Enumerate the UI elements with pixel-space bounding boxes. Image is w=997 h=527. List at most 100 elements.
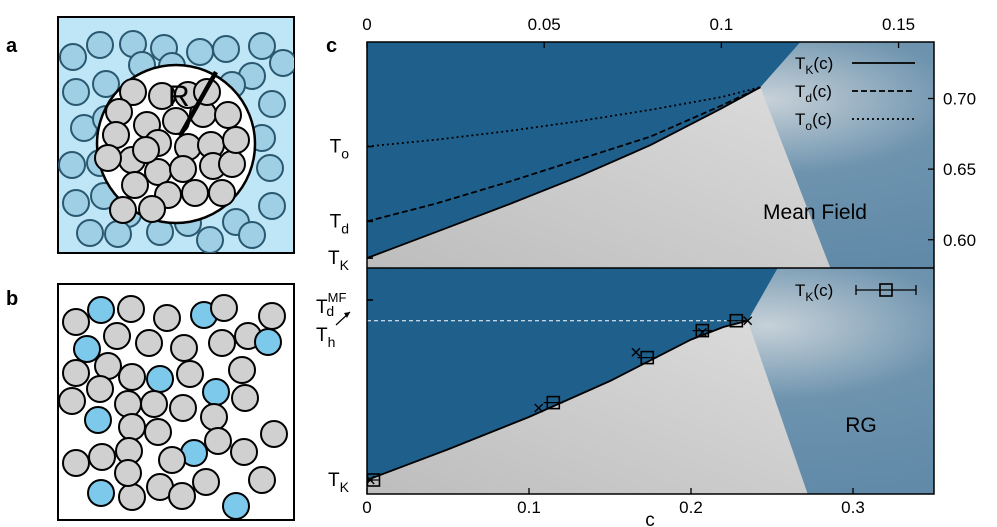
gray-particle [118, 413, 146, 441]
outer-particle [76, 219, 104, 247]
outer-particle [59, 43, 87, 71]
outer-particle [58, 151, 86, 179]
gray-particle [248, 466, 276, 494]
legend-square-marker [879, 283, 893, 297]
bottom-x-tick-label: 0.1 [517, 498, 541, 517]
outer-particle [62, 78, 90, 106]
rg-title: RG [845, 414, 877, 437]
mean-field-legend: TK(c) Td(c) To(c) [795, 54, 915, 133]
blue-particle [87, 296, 115, 324]
outer-particle [86, 31, 114, 59]
inner-particle [121, 171, 149, 199]
outer-particle [248, 32, 276, 60]
outer-particle [92, 70, 120, 98]
x-axis-label: c [645, 510, 655, 527]
gray-particle [192, 468, 220, 496]
gray-particle [176, 360, 204, 388]
gray-particle [260, 420, 288, 448]
outer-particle [269, 49, 294, 77]
inner-particle [94, 144, 122, 172]
gray-particle [135, 329, 163, 357]
gray-particle [118, 483, 146, 511]
gray-particle [88, 443, 116, 471]
series-line-T_K(c) [367, 86, 761, 259]
outer-particle [196, 226, 224, 253]
panel-b-letter: b [6, 288, 18, 310]
right-y-tick-label: 0.65 [943, 160, 976, 179]
legend-label-T_d(c): Td(c) [795, 82, 832, 105]
inner-particle [208, 179, 236, 207]
gray-particle [153, 304, 181, 332]
gray-particle [230, 438, 258, 466]
legend-label-rg-tk: TK(c) [795, 281, 833, 304]
mean-field-gray-region [367, 87, 831, 268]
panel-a-outer-particles [58, 30, 294, 253]
outer-particle [258, 90, 286, 118]
gray-particle [158, 446, 186, 474]
top-x-tick-label: 0.1 [710, 15, 734, 34]
left-label-o: To [330, 137, 350, 162]
blue-particle [222, 492, 250, 520]
mean-field-dark-region [367, 42, 801, 259]
left-label-th: Th [316, 325, 335, 350]
tk-square-marker [546, 395, 561, 410]
gray-particle [114, 459, 142, 487]
blue-particle [254, 328, 282, 356]
blue-particle [87, 479, 115, 507]
gray-particle [208, 329, 236, 357]
gray-particle [103, 322, 131, 350]
gray-particle [62, 359, 90, 387]
gray-particle [204, 427, 232, 455]
rg-legend: TK(c) [795, 281, 917, 304]
gray-particle [228, 356, 256, 384]
tk-square-marker [640, 350, 655, 365]
gray-particle [210, 294, 238, 322]
top-x-tick-label: 0 [362, 15, 371, 34]
panel-c: 0 0.05 0.1 0.15 0.60 0.65 0.70 0 0.1 0.2 0.3 To Td TK… [316, 15, 976, 527]
rg-tk-line [367, 319, 748, 481]
left-label-td-mf: TMF d [316, 290, 346, 319]
inner-particle [218, 150, 246, 178]
radius-label: R [168, 80, 190, 113]
gray-particle [144, 418, 172, 446]
panel-c-letter: c [326, 35, 337, 57]
gray-particle [169, 394, 197, 422]
gray-particle [168, 482, 196, 510]
inner-particle [119, 78, 147, 106]
outer-particle [186, 38, 214, 66]
blue-particle [202, 378, 230, 406]
panel-b-particles [58, 294, 288, 520]
rg-gray-region [367, 320, 808, 494]
mean-field-title: Mean Field [763, 201, 867, 224]
inner-particle [222, 126, 250, 154]
gray-particle [86, 375, 114, 403]
rg-lines [367, 313, 753, 487]
blue-particle [73, 335, 101, 363]
gray-particle [140, 390, 168, 418]
gray-particle [170, 334, 198, 362]
gray-particle [258, 302, 286, 330]
right-y-tick-label: 0.70 [943, 90, 976, 109]
gray-particle [118, 363, 146, 391]
blue-particle [84, 406, 112, 434]
inner-particle [109, 196, 137, 224]
cross-marker [631, 347, 641, 357]
blue-particle [146, 365, 174, 393]
legend-label-T_o(c): To(c) [795, 110, 832, 133]
th-arrow-head [344, 312, 350, 318]
bottom-x-tick-label: 0.2 [679, 498, 703, 517]
gray-particle [117, 295, 145, 323]
gray-particle [62, 449, 90, 477]
inner-particle [181, 179, 209, 207]
cross-marker [697, 327, 707, 337]
panel-a: R [57, 16, 295, 254]
inner-particle [105, 98, 133, 126]
left-label-K: TK [328, 470, 350, 495]
tk-square-marker [695, 323, 710, 338]
gray-particle [58, 387, 86, 415]
inner-particle [169, 155, 197, 183]
mean-field-lines [367, 86, 761, 259]
top-x-tick-label: 0.05 [528, 15, 561, 34]
left-label-d: Td [330, 211, 349, 236]
inner-particle [214, 101, 242, 129]
